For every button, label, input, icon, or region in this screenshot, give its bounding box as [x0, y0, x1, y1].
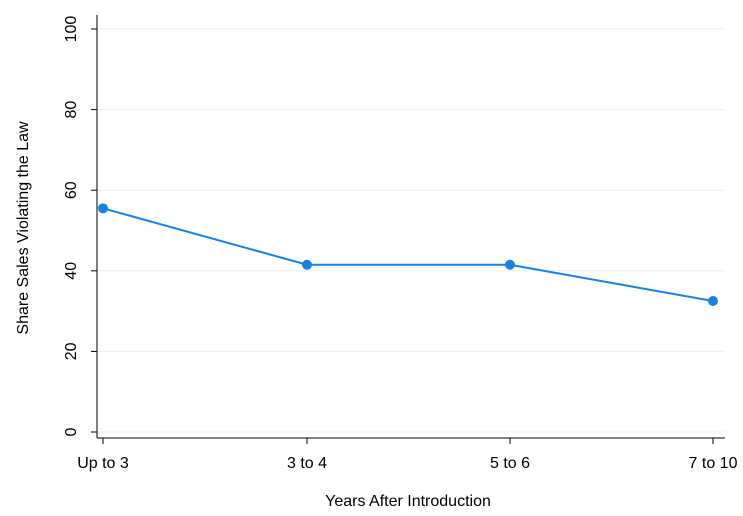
x-tick-label: 5 to 6: [490, 455, 530, 472]
y-tick-label: 0: [63, 427, 80, 436]
x-axis-label: Years After Introduction: [325, 493, 491, 510]
y-axis-label: Share Sales Violating the Law: [15, 121, 32, 335]
y-tick-label: 40: [63, 262, 80, 280]
x-tick-label: 3 to 4: [287, 455, 327, 472]
x-tick-label: 7 to 10: [689, 455, 738, 472]
series-line: [102, 207, 714, 303]
y-tick-label: 20: [63, 342, 80, 360]
data-point-2: [302, 259, 312, 270]
y-tick-label: 100: [63, 16, 80, 43]
y-tick-label: 60: [63, 181, 80, 199]
y-tick-label: 80: [63, 101, 80, 119]
data-point-3: [505, 259, 515, 270]
y-axis-ticks: 0 20 40 60 80 100: [63, 16, 97, 436]
x-axis-ticks: Up to 3 3 to 4 5 to 6 7 to 10: [77, 438, 738, 472]
x-tick-label: Up to 3: [77, 455, 129, 472]
data-point-1: [98, 203, 108, 214]
gridlines: [97, 28, 725, 433]
series-line-group: [98, 203, 718, 307]
data-point-4: [708, 296, 718, 307]
